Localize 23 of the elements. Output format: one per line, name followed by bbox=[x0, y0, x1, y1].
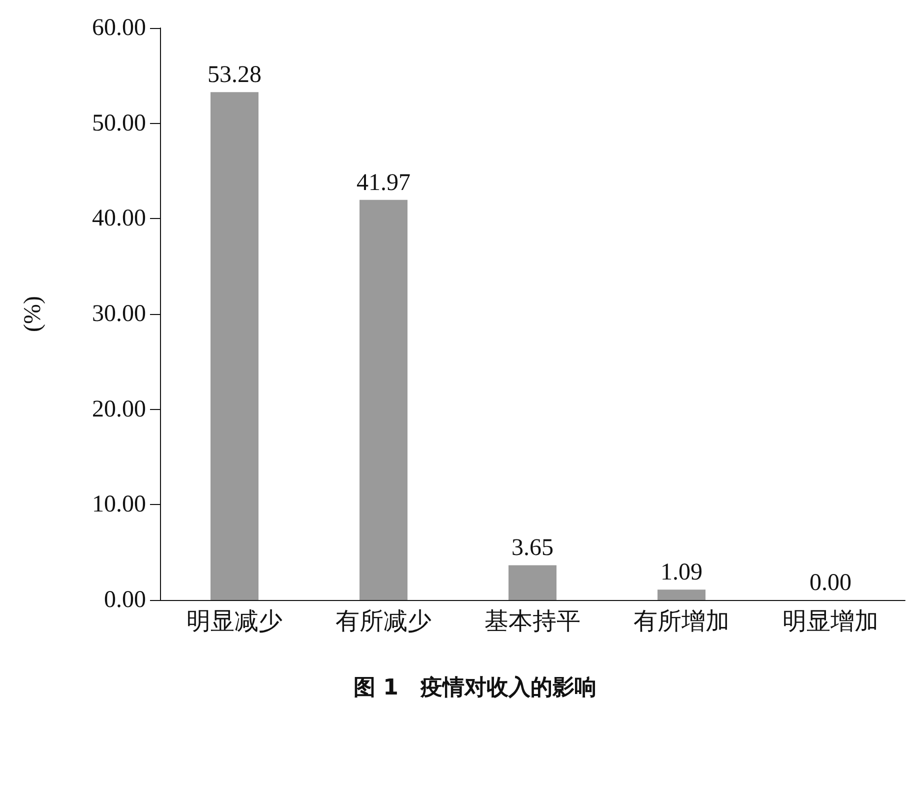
text: 图 1 疫情对收入的影响 bbox=[354, 676, 596, 700]
bar bbox=[658, 590, 706, 600]
x-tick-label: 明显增加 bbox=[782, 609, 878, 635]
bar bbox=[360, 200, 408, 600]
data-label: 41.97 bbox=[356, 170, 410, 196]
x-tick-label: 有所增加 bbox=[634, 609, 730, 635]
data-label: 1.09 bbox=[660, 560, 702, 586]
y-tick-label: 0.00 bbox=[104, 587, 146, 613]
y-tick-label: 60.00 bbox=[92, 15, 146, 41]
data-label: 0.00 bbox=[810, 570, 852, 596]
x-tick-label: 明显减少 bbox=[186, 609, 282, 635]
bar bbox=[508, 565, 556, 600]
y-tick-label: 10.00 bbox=[92, 492, 146, 518]
y-tick-label: 20.00 bbox=[92, 396, 146, 422]
x-tick-label: 基本持平 bbox=[484, 609, 580, 635]
bar bbox=[210, 92, 258, 600]
data-label: 53.28 bbox=[208, 62, 262, 88]
y-tick-label: 30.00 bbox=[92, 301, 146, 327]
x-tick-label: 有所减少 bbox=[336, 609, 432, 635]
y-tick-label: 40.00 bbox=[92, 206, 146, 232]
y-tick-label: 50.00 bbox=[92, 110, 146, 136]
y-axis-title: (%) bbox=[20, 296, 46, 332]
data-label: 3.65 bbox=[512, 535, 554, 562]
